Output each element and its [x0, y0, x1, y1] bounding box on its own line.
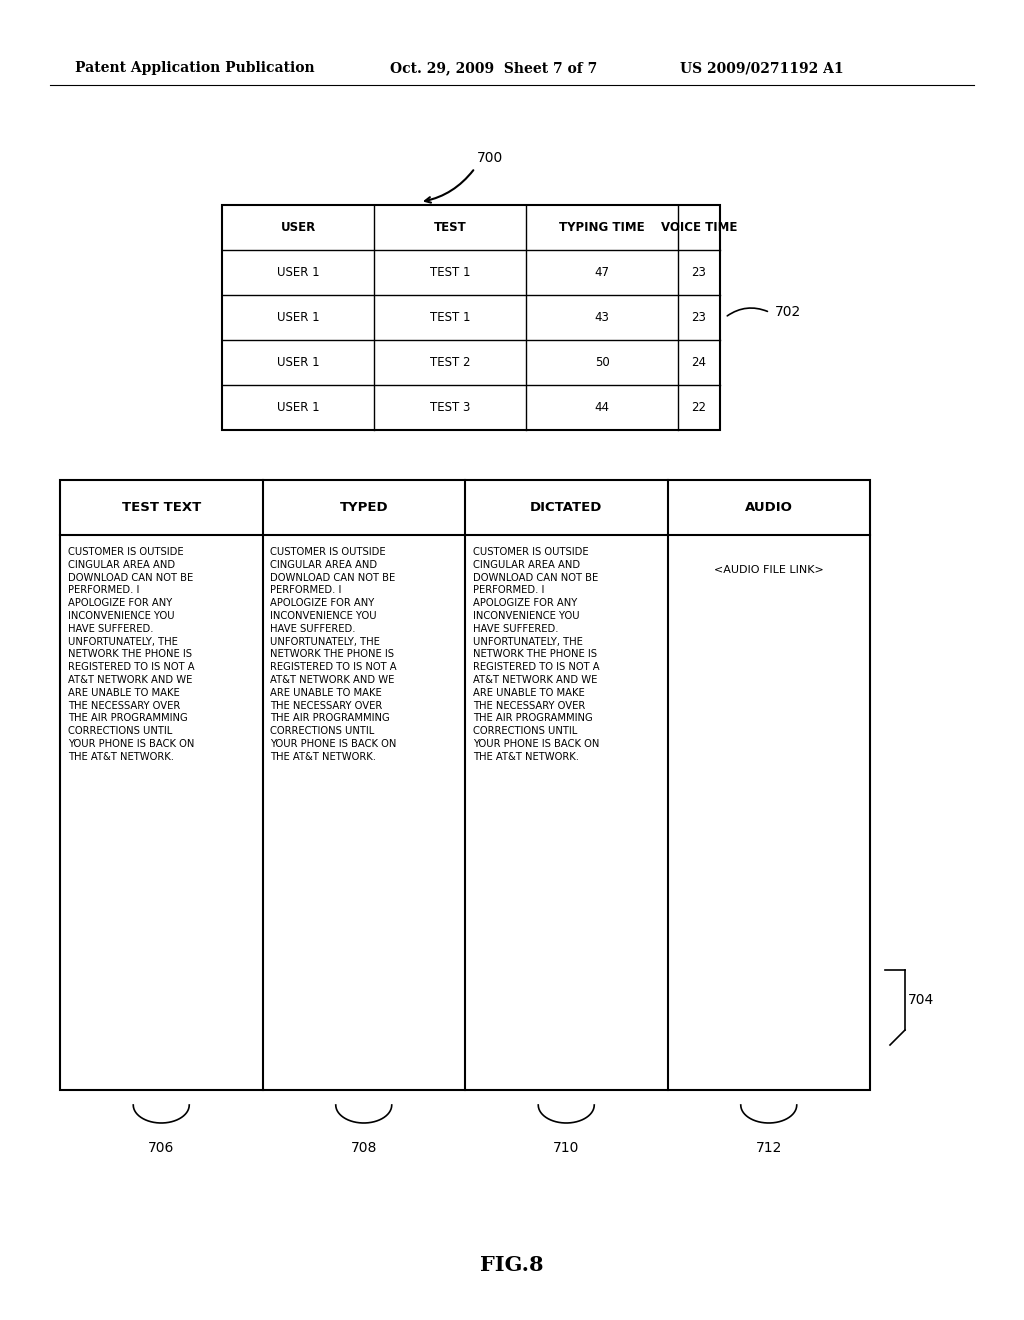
Text: VOICE TIME: VOICE TIME: [660, 220, 737, 234]
Bar: [60, 480, 870, 1090]
Text: USER 1: USER 1: [276, 267, 319, 279]
Text: 712: 712: [756, 1140, 782, 1155]
Text: TEST TEXT: TEST TEXT: [122, 502, 201, 513]
Text: <AUDIO FILE LINK>: <AUDIO FILE LINK>: [714, 565, 823, 576]
Text: US 2009/0271192 A1: US 2009/0271192 A1: [680, 61, 844, 75]
Text: 50: 50: [595, 356, 609, 370]
Text: USER: USER: [281, 220, 315, 234]
Text: 44: 44: [595, 401, 609, 414]
Text: TYPED: TYPED: [339, 502, 388, 513]
Text: USER 1: USER 1: [276, 312, 319, 323]
Text: Oct. 29, 2009  Sheet 7 of 7: Oct. 29, 2009 Sheet 7 of 7: [390, 61, 597, 75]
Text: 708: 708: [350, 1140, 377, 1155]
Text: 704: 704: [908, 993, 934, 1007]
Text: AUDIO: AUDIO: [744, 502, 793, 513]
Text: USER 1: USER 1: [276, 356, 319, 370]
Text: TEST: TEST: [433, 220, 466, 234]
Text: Patent Application Publication: Patent Application Publication: [75, 61, 314, 75]
Text: FIG.8: FIG.8: [480, 1255, 544, 1275]
Text: 43: 43: [595, 312, 609, 323]
Text: 47: 47: [595, 267, 609, 279]
Text: TEST 1: TEST 1: [430, 267, 470, 279]
Text: 22: 22: [691, 401, 707, 414]
Text: 23: 23: [691, 312, 707, 323]
Text: 24: 24: [691, 356, 707, 370]
Bar: [222, 205, 720, 430]
Text: CUSTOMER IS OUTSIDE
CINGULAR AREA AND
DOWNLOAD CAN NOT BE
PERFORMED. I
APOLOGIZE: CUSTOMER IS OUTSIDE CINGULAR AREA AND DO…: [68, 546, 195, 762]
Text: USER 1: USER 1: [276, 401, 319, 414]
Text: TEST 2: TEST 2: [430, 356, 470, 370]
Text: DICTATED: DICTATED: [530, 502, 602, 513]
Text: CUSTOMER IS OUTSIDE
CINGULAR AREA AND
DOWNLOAD CAN NOT BE
PERFORMED. I
APOLOGIZE: CUSTOMER IS OUTSIDE CINGULAR AREA AND DO…: [270, 546, 397, 762]
Text: 700: 700: [477, 150, 503, 165]
Text: TYPING TIME: TYPING TIME: [559, 220, 645, 234]
Text: 706: 706: [148, 1140, 174, 1155]
Text: CUSTOMER IS OUTSIDE
CINGULAR AREA AND
DOWNLOAD CAN NOT BE
PERFORMED. I
APOLOGIZE: CUSTOMER IS OUTSIDE CINGULAR AREA AND DO…: [473, 546, 600, 762]
Text: TEST 1: TEST 1: [430, 312, 470, 323]
Text: 702: 702: [775, 305, 801, 319]
Text: 710: 710: [553, 1140, 580, 1155]
Text: TEST 3: TEST 3: [430, 401, 470, 414]
Text: 23: 23: [691, 267, 707, 279]
